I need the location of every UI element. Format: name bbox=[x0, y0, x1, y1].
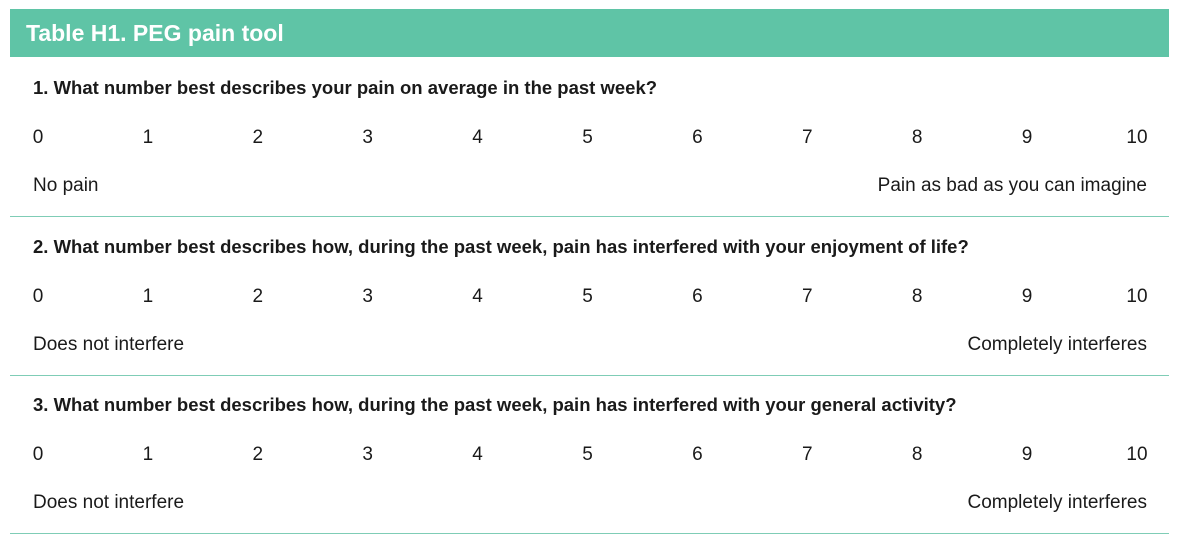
scale-low-label: Does not interfere bbox=[33, 334, 185, 355]
scale-option-1[interactable]: 1 bbox=[142, 127, 154, 148]
scale-option-0[interactable]: 0 bbox=[32, 286, 44, 307]
scale-option-0[interactable]: 0 bbox=[32, 444, 44, 465]
scale-option-10[interactable]: 10 bbox=[1126, 444, 1148, 465]
scale-option-7[interactable]: 7 bbox=[802, 286, 813, 307]
scale-option-3[interactable]: 3 bbox=[362, 444, 373, 465]
scale-low-label: Does not interfere bbox=[33, 492, 185, 513]
scale-option-4[interactable]: 4 bbox=[472, 444, 483, 465]
scale-option-9[interactable]: 9 bbox=[1021, 444, 1033, 465]
question-text: 1. What number best describes your pain … bbox=[33, 77, 658, 98]
scale-option-7[interactable]: 7 bbox=[802, 444, 813, 465]
scale-high-label: Pain as bad as you can imagine bbox=[877, 175, 1147, 196]
question-section-3: 3. What number best describes how, durin… bbox=[10, 374, 1169, 534]
scale-option-3[interactable]: 3 bbox=[362, 286, 373, 307]
scale-option-1[interactable]: 1 bbox=[142, 286, 154, 307]
table-header: Table H1. PEG pain tool bbox=[10, 9, 1169, 57]
scale-option-9[interactable]: 9 bbox=[1021, 127, 1033, 148]
scale-option-6[interactable]: 6 bbox=[692, 127, 703, 148]
scale-option-8[interactable]: 8 bbox=[911, 127, 923, 148]
scale-option-2[interactable]: 2 bbox=[252, 444, 264, 465]
scale-option-8[interactable]: 8 bbox=[911, 444, 923, 465]
scale-option-10[interactable]: 10 bbox=[1126, 127, 1148, 148]
table-title: Table H1. PEG pain tool bbox=[26, 20, 284, 46]
scale-high-label: Completely interferes bbox=[967, 492, 1147, 513]
scale-option-10[interactable]: 10 bbox=[1126, 286, 1148, 307]
scale-option-7[interactable]: 7 bbox=[802, 127, 813, 148]
scale-option-3[interactable]: 3 bbox=[362, 127, 373, 148]
scale-option-0[interactable]: 0 bbox=[32, 127, 44, 148]
scale-option-5[interactable]: 5 bbox=[582, 127, 593, 148]
scale-option-6[interactable]: 6 bbox=[692, 444, 703, 465]
scale-option-9[interactable]: 9 bbox=[1021, 286, 1033, 307]
question-section-1: 1. What number best describes your pain … bbox=[10, 57, 1169, 217]
scale-option-8[interactable]: 8 bbox=[911, 286, 923, 307]
scale-low-label: No pain bbox=[33, 175, 99, 196]
scale-option-4[interactable]: 4 bbox=[472, 286, 483, 307]
question-text: 3. What number best describes how, durin… bbox=[33, 394, 957, 415]
scale-option-4[interactable]: 4 bbox=[472, 127, 483, 148]
scale-option-5[interactable]: 5 bbox=[582, 444, 593, 465]
question-text: 2. What number best describes how, durin… bbox=[33, 236, 969, 257]
scale-option-2[interactable]: 2 bbox=[252, 127, 264, 148]
scale-option-6[interactable]: 6 bbox=[692, 286, 703, 307]
scale-option-2[interactable]: 2 bbox=[252, 286, 264, 307]
scale-option-1[interactable]: 1 bbox=[142, 444, 154, 465]
scale-high-label: Completely interferes bbox=[967, 334, 1147, 355]
scale-option-5[interactable]: 5 bbox=[582, 286, 593, 307]
question-section-2: 2. What number best describes how, durin… bbox=[10, 216, 1169, 376]
